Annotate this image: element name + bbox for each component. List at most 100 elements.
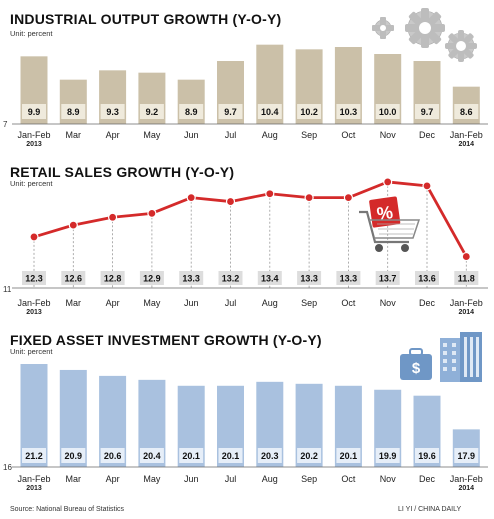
credit-note: LI YI / CHINA DAILY bbox=[398, 506, 462, 513]
data-label: 20.1 bbox=[340, 451, 358, 461]
data-label: 21.2 bbox=[25, 451, 43, 461]
data-point bbox=[147, 208, 157, 218]
month-label: Apr bbox=[106, 298, 120, 308]
industrial-output-title: INDUSTRIAL OUTPUT GROWTH (Y-O-Y) bbox=[10, 11, 282, 27]
value-box bbox=[22, 448, 46, 463]
shopping-cart-percent-icon: % bbox=[359, 196, 421, 252]
value-box bbox=[454, 104, 479, 119]
month-label: Jun bbox=[184, 474, 199, 484]
data-point bbox=[343, 193, 353, 203]
value-box bbox=[375, 104, 400, 119]
value-box bbox=[415, 104, 439, 119]
month-label: Dec bbox=[419, 474, 436, 484]
month-label: Apr bbox=[106, 474, 120, 484]
data-point bbox=[225, 196, 236, 207]
fixed-asset-chart: 21.2 20.9 20.6 20.4 20.1 20.1 20.3 20.2 20.1 19.9… bbox=[3, 364, 488, 492]
data-label: 10.2 bbox=[300, 107, 318, 117]
value-box bbox=[22, 104, 46, 119]
value-box bbox=[454, 271, 479, 285]
data-label: 8.6 bbox=[460, 107, 473, 117]
year-label: 2014 bbox=[459, 309, 475, 316]
data-label: 8.9 bbox=[67, 107, 80, 117]
industrial-output-panel: INDUSTRIAL OUTPUT GROWTH (Y-O-Y) Unit: p… bbox=[0, 0, 494, 160]
month-label: Oct bbox=[341, 130, 356, 140]
value-box bbox=[257, 448, 282, 463]
gears-icon bbox=[372, 8, 477, 62]
year-label: 2013 bbox=[26, 485, 42, 492]
data-label: 12.6 bbox=[65, 274, 83, 284]
month-label: Nov bbox=[380, 474, 397, 484]
data-label: 20.1 bbox=[222, 451, 240, 461]
value-box bbox=[297, 104, 322, 119]
data-label: 8.9 bbox=[185, 107, 198, 117]
data-point bbox=[107, 212, 118, 222]
briefcase-dollar-and-building-icon: $ bbox=[400, 332, 482, 382]
month-label: Nov bbox=[380, 130, 397, 140]
retail-sales-chart: 12.3 12.6 12.8 12.9 13.3 13.2 13.4 13.3 13.3 13.7… bbox=[3, 177, 488, 316]
month-label: Aug bbox=[262, 130, 278, 140]
data-point bbox=[68, 220, 78, 230]
data-label: 9.7 bbox=[224, 107, 237, 117]
data-point bbox=[422, 181, 432, 191]
retail-sales-panel: RETAIL SALES GROWTH (Y-O-Y) Unit: percen… bbox=[0, 160, 494, 330]
data-point bbox=[461, 251, 471, 262]
month-label: Dec bbox=[419, 298, 436, 308]
value-box bbox=[336, 271, 361, 285]
data-label: 13.2 bbox=[222, 274, 240, 284]
value-box bbox=[179, 104, 204, 119]
year-label: 2013 bbox=[26, 141, 42, 148]
data-label: 12.8 bbox=[104, 274, 122, 284]
value-box bbox=[61, 104, 86, 119]
month-label: Mar bbox=[66, 130, 82, 140]
value-box bbox=[454, 448, 479, 463]
value-box bbox=[297, 448, 322, 463]
data-point bbox=[186, 193, 196, 203]
value-box bbox=[61, 271, 86, 285]
month-label: May bbox=[143, 474, 161, 484]
data-label: 12.9 bbox=[143, 274, 161, 284]
value-box bbox=[100, 448, 125, 463]
month-label: Jul bbox=[225, 474, 237, 484]
data-point bbox=[265, 189, 275, 199]
value-box bbox=[61, 448, 86, 463]
month-label: Jan-Feb bbox=[450, 298, 483, 308]
fixed-asset-title: FIXED ASSET INVESTMENT GROWTH (Y-O-Y) bbox=[10, 332, 322, 348]
month-label: Oct bbox=[341, 474, 356, 484]
value-box bbox=[218, 448, 243, 463]
industrial-output-chart: 9.9 8.9 9.3 9.2 8.9 9.7 10.4 10.2 10.3 10.0 9.7 8.6… bbox=[3, 44, 488, 148]
month-label: Jun bbox=[184, 298, 199, 308]
data-label: 13.4 bbox=[261, 274, 279, 284]
data-label: 19.9 bbox=[379, 451, 397, 461]
month-label: Jan-Feb bbox=[450, 130, 483, 140]
axis-min-label: 11 bbox=[3, 285, 12, 294]
value-box bbox=[336, 448, 361, 463]
value-box bbox=[257, 271, 282, 285]
value-box bbox=[139, 104, 164, 119]
industrial-output-unit: Unit: percent bbox=[10, 29, 53, 38]
data-label: 10.4 bbox=[261, 107, 279, 117]
month-label: Sep bbox=[301, 298, 317, 308]
data-label: 13.6 bbox=[418, 274, 436, 284]
year-label: 2013 bbox=[26, 309, 42, 316]
month-label: Oct bbox=[341, 298, 356, 308]
value-box bbox=[139, 448, 164, 463]
month-label: Jan-Feb bbox=[17, 474, 50, 484]
month-label: Dec bbox=[419, 130, 436, 140]
data-label: 20.6 bbox=[104, 451, 122, 461]
value-box bbox=[22, 271, 46, 285]
month-label: Mar bbox=[66, 474, 82, 484]
month-label: Apr bbox=[106, 130, 120, 140]
month-label: Jan-Feb bbox=[450, 474, 483, 484]
axis-min-label: 16 bbox=[3, 463, 12, 472]
data-label: 9.7 bbox=[421, 107, 434, 117]
month-label: Sep bbox=[301, 474, 317, 484]
month-label: Jan-Feb bbox=[17, 298, 50, 308]
data-point bbox=[304, 193, 314, 203]
value-box bbox=[375, 448, 400, 463]
month-label: Jan-Feb bbox=[17, 130, 50, 140]
data-label: 9.2 bbox=[146, 107, 159, 117]
data-label: 13.7 bbox=[379, 274, 397, 284]
value-box bbox=[415, 271, 439, 285]
value-box bbox=[297, 271, 322, 285]
year-label: 2014 bbox=[459, 485, 475, 492]
